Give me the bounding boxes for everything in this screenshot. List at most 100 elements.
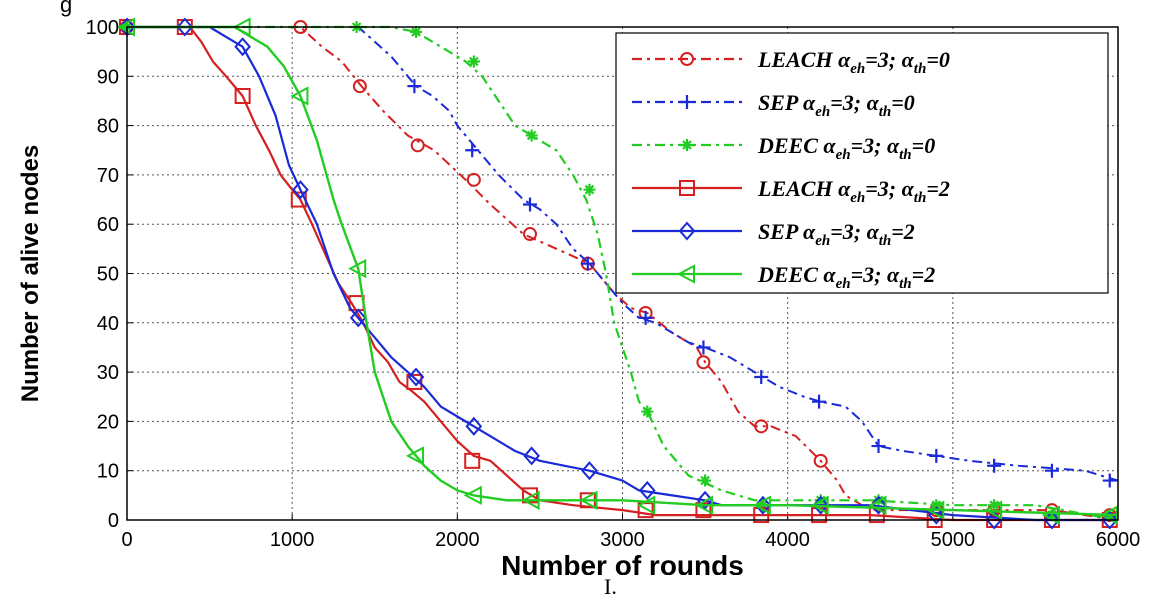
data-point-marker [812,394,827,409]
legend-label: LEACH αeh=3; αth=2 [757,176,950,206]
data-point-marker [349,308,367,328]
data-point-marker [405,446,425,466]
data-point-marker [465,416,483,436]
data-point-marker [464,452,481,469]
data-point-marker [467,55,480,68]
data-point-marker [929,448,944,463]
data-point-marker [637,502,654,519]
data-point-marker [1044,463,1059,478]
data-point-marker [521,490,540,510]
legend-entry: DEEC αeh=3; αth=2 [632,262,935,292]
data-point-marker [754,370,769,385]
data-point-marker [523,446,540,466]
data-point-marker [813,453,828,468]
y-axis-label: Number of alive nodes [17,145,44,402]
data-point-marker [523,227,538,242]
x-tick-label: 1000 [270,529,315,551]
y-tick-label: 20 [97,411,119,433]
data-point-marker [1045,509,1058,522]
series-line [127,25,1119,517]
series-line [127,26,1119,521]
data-point-marker [637,495,656,515]
data-point-marker [580,256,595,271]
data-point-marker [292,180,309,200]
data-point-marker [410,25,423,38]
data-point-marker [522,487,539,504]
legend-entry: LEACH αeh=3; αth=0 [632,47,950,77]
x-axis-label: Number of rounds [501,550,744,575]
legend-label: LEACH αeh=3; αth=0 [757,47,950,77]
line-chart: 0 1000 2000 3000 4000 5000 6000 0 10 20 30 40 50 60 70… [17,17,1141,575]
legend-label: DEEC αeh=3; αth=2 [757,262,935,292]
data-point-marker [410,138,425,153]
data-point-marker [407,79,422,94]
data-point-marker [1102,473,1117,488]
data-point-marker [680,95,694,109]
data-point-marker [752,495,771,515]
y-tick-label: 50 [97,264,119,286]
x-tick-label: 2000 [435,529,480,551]
data-point-marker [696,340,711,355]
data-point-marker [679,180,695,196]
data-point-marker [1041,505,1060,525]
series-line [127,25,1118,522]
data-point-marker [868,495,887,515]
y-tick-label: 100 [86,17,119,39]
series-line [127,25,1119,522]
data-point-marker [579,490,598,510]
series-line [127,25,1118,522]
data-point-marker [926,500,945,520]
y-tick-label: 30 [97,362,119,384]
x-tick-label: 6000 [1096,529,1141,551]
data-point-marker [680,52,694,66]
x-tick-label: 5000 [931,529,976,551]
data-point-marker [696,355,711,370]
data-point-marker [525,129,538,142]
legend-entry: LEACH αeh=3; αth=2 [632,176,950,206]
data-point-marker [407,367,425,387]
y-tick-label: 0 [108,510,119,532]
y-tick-label: 60 [97,214,119,236]
x-tick-label: 0 [121,529,132,551]
y-tick-label: 70 [97,165,119,187]
data-point-marker [466,172,481,187]
corner-text: g [60,0,73,17]
data-point-marker [352,79,367,94]
data-point-marker [810,495,829,515]
data-point-marker [699,474,712,487]
data-point-marker [638,310,653,325]
series-2 [120,20,1119,488]
data-point-marker [641,405,654,418]
data-point-marker [406,373,423,390]
data-point-marker [676,264,695,284]
data-point-marker [234,37,251,57]
data-point-marker [987,458,1002,473]
data-point-marker [694,495,714,515]
data-point-marker [581,461,598,481]
data-point-marker [234,88,251,105]
data-point-marker [678,221,696,241]
y-tick-label: 40 [97,313,119,335]
y-tick-label: 10 [97,461,119,483]
legend-entry: SEP αeh=3; αth=0 [632,90,915,120]
data-point-marker [1099,505,1118,525]
data-point-marker [465,143,480,158]
series-layer [116,17,1119,530]
tick-labels: 0 1000 2000 3000 4000 5000 6000 0 10 20 30 40 50 60 70… [86,17,1141,551]
legend-label: SEP αeh=3; αth=0 [758,90,915,120]
legend-label: SEP αeh=3; αth=2 [758,219,915,249]
data-point-marker [176,17,194,37]
data-point-marker [290,86,309,106]
data-point-marker [638,480,656,500]
legend-entry: DEEC αeh=3; αth=0 [632,133,935,163]
legend-entry: SEP αeh=3; αth=2 [632,219,915,249]
figure-caption: I. [604,574,617,599]
x-tick-label: 3000 [600,529,645,551]
data-point-marker [523,197,538,212]
x-tick-label: 4000 [765,529,810,551]
legend-label: DEEC αeh=3; αth=0 [757,133,935,163]
data-point-marker [984,500,1003,520]
y-tick-label: 80 [97,116,119,138]
data-point-marker [681,139,693,151]
plot-frame [126,26,1119,521]
